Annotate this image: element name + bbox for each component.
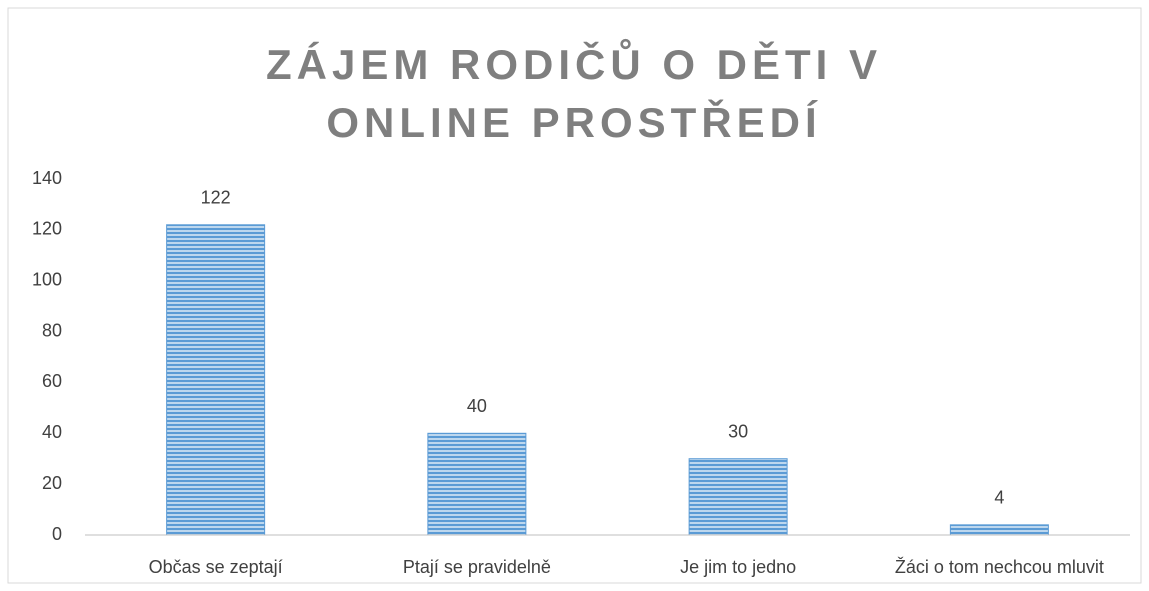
y-tick-label: 40: [42, 422, 62, 442]
data-label: 4: [994, 488, 1004, 508]
chart-title: ZÁJEM RODIČŮ O DĚTI V ONLINE PROSTŘEDÍ: [265, 41, 883, 146]
x-tick-label: Žáci o tom nechcou mluvit: [895, 557, 1104, 577]
y-tick-label: 120: [32, 219, 62, 239]
x-tick-label: Občas se zeptají: [149, 557, 283, 577]
chart-border: [7, 7, 1142, 584]
data-label: 122: [201, 188, 231, 208]
y-tick-label: 80: [42, 320, 62, 340]
bar: [427, 432, 527, 536]
y-tick-label: 100: [32, 269, 62, 289]
bar: [166, 224, 266, 536]
y-tick-label: 60: [42, 371, 62, 391]
data-label: 40: [467, 396, 487, 416]
y-tick-label: 20: [42, 473, 62, 493]
bar: [688, 458, 788, 536]
data-label: 30: [728, 421, 748, 441]
y-tick-label: 140: [32, 168, 62, 188]
x-tick-label: Je jim to jedno: [680, 557, 796, 577]
x-tick-label: Ptají se pravidelně: [403, 557, 551, 577]
bar: [949, 524, 1049, 536]
y-tick-label: 0: [52, 524, 62, 544]
